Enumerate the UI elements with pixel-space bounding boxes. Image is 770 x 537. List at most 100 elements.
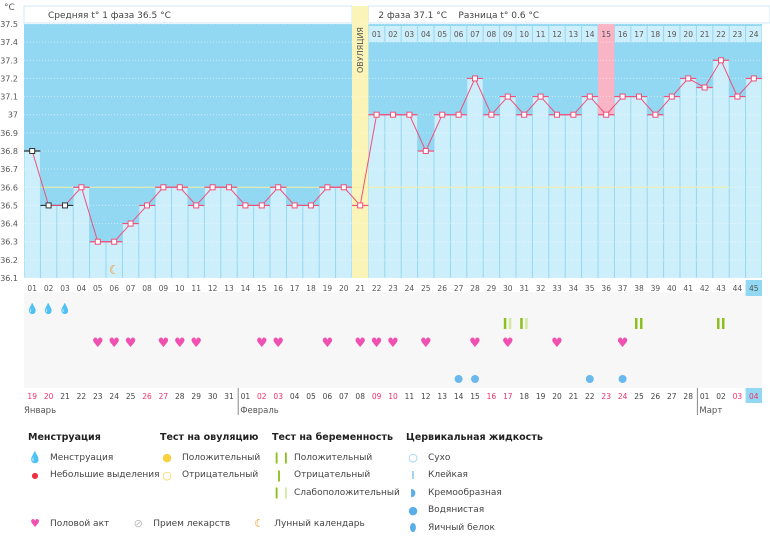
phase2-day-cell [614, 26, 631, 42]
phase2-day-label: 11 [536, 30, 546, 39]
cycle-day-label: 35 [585, 284, 595, 293]
phase2-day-cell [385, 26, 401, 42]
cycle-day-label: 24 [405, 284, 415, 293]
heart-icon: ♥ [354, 336, 366, 351]
temperature-point [537, 93, 544, 100]
phase2-day-label: 12 [552, 30, 562, 39]
cycle-day-label: 23 [388, 284, 398, 293]
legend-menstruation: Менструация 💧 Менструация ● Небольшие выде… [28, 432, 160, 484]
temperature-point [62, 202, 68, 209]
phase2-day-label: 04 [421, 30, 431, 39]
legend-item: Половой акт [50, 518, 110, 529]
phase1-average: Средняя t° 1 фаза 36.5 °C [48, 11, 171, 21]
phase2-day-label: 17 [634, 30, 644, 39]
menstruation-drop-icon: 💧 [26, 302, 38, 315]
temperature-point [718, 57, 724, 64]
heart-icon: ♥ [272, 336, 284, 351]
cycle-day-label: 01 [27, 284, 37, 293]
phase2-day-cell [532, 26, 549, 42]
heart-icon: ♥ [420, 336, 432, 351]
temperature-bar [565, 114, 582, 278]
cycle-day-label: 42 [700, 284, 710, 293]
date-label: 04 [749, 392, 759, 401]
cycle-day-label: 11 [191, 284, 201, 293]
temperature-point [324, 184, 331, 191]
temperature-bar [647, 114, 664, 278]
cycle-day-label: 18 [306, 284, 316, 293]
temperature-point [439, 111, 446, 118]
heart-icon: ♥ [30, 517, 40, 531]
temperature-point [734, 93, 741, 100]
date-label: 27 [667, 392, 677, 401]
phase2-day-cell [647, 26, 664, 42]
temperature-point [603, 111, 610, 118]
y-tick-label: 36.8 [0, 147, 18, 156]
temperature-bar [746, 78, 762, 278]
temperature-point [308, 202, 314, 209]
cycle-day-label: 28 [470, 284, 480, 293]
legend-item: Кремообразная [428, 487, 502, 498]
circle-outline-icon: ○ [162, 468, 172, 482]
temperature-bar [696, 87, 713, 278]
cycle-day-label: 39 [651, 284, 661, 293]
date-label: 20 [44, 392, 54, 401]
legend-item: Небольшие выделения [50, 470, 160, 481]
menstruation-drop-icon: 💧 [59, 302, 71, 315]
date-label: 28 [175, 392, 185, 401]
temperature-bar [336, 187, 352, 278]
legend-item: Яичный белок [428, 522, 495, 533]
legend-item: Отрицательный [182, 470, 259, 481]
cycle-day-label: 26 [437, 284, 447, 293]
cycle-day-label: 17 [290, 284, 300, 293]
phase2-day-cell [565, 26, 582, 42]
phase2-day-cell [598, 26, 614, 42]
date-label: 26 [651, 392, 661, 401]
temperature-point [750, 75, 757, 82]
legend-pregnancy-test: Тест на беременность ❙❙ Положительный ❙ От… [272, 432, 400, 502]
y-unit: °C [4, 3, 15, 13]
phase2-day-cell [401, 26, 418, 42]
watery-drop-icon [471, 375, 479, 383]
phase2-day-cell [434, 26, 450, 42]
cycle-day-label: 40 [667, 284, 677, 293]
temperature-point [193, 202, 200, 209]
phase2-day-label: 07 [470, 30, 480, 39]
temperature-point [45, 202, 52, 209]
phase2-day-label: 14 [585, 30, 595, 39]
cycle-day-label: 07 [126, 284, 136, 293]
temperature-bar [155, 187, 172, 278]
date-label: 27 [159, 392, 169, 401]
phase2-day-label: 24 [749, 30, 759, 39]
phase2-day-cell [696, 26, 713, 42]
cycle-day-label: 16 [273, 284, 283, 293]
date-label: 24 [618, 392, 628, 401]
phase2-day-cell [582, 26, 598, 42]
temperature-difference: Разница t° 0.6 °C [458, 11, 539, 21]
temperature-point [111, 238, 118, 245]
phase2-day-cell [516, 26, 532, 42]
moon-icon: ☾ [254, 517, 265, 531]
date-label: 17 [503, 392, 513, 401]
phase2-day-cell [500, 26, 516, 42]
phase2-day-label: 06 [454, 30, 464, 39]
pregnancy-test-line [722, 318, 725, 329]
phase2-day-cell [680, 26, 696, 42]
date-label: 22 [585, 392, 595, 401]
date-label: 29 [191, 392, 201, 401]
temperature-point [554, 111, 560, 118]
date-label: 15 [470, 392, 480, 401]
phase2-day-label: 23 [733, 30, 743, 39]
temperature-bar [368, 114, 385, 278]
temperature-point [652, 111, 659, 118]
phase2-day-label: 01 [372, 30, 382, 39]
heart-icon: ♥ [551, 336, 563, 351]
date-label: 10 [388, 392, 398, 401]
temperature-point [619, 93, 626, 100]
heart-icon: ♥ [158, 336, 170, 351]
phase2-day-label: 21 [700, 30, 710, 39]
cycle-day-label: 27 [454, 284, 464, 293]
phase2-day-cell [664, 26, 680, 42]
cycle-day-label: 36 [601, 284, 611, 293]
phase2-day-cell [713, 26, 729, 42]
temperature-point [160, 184, 167, 191]
